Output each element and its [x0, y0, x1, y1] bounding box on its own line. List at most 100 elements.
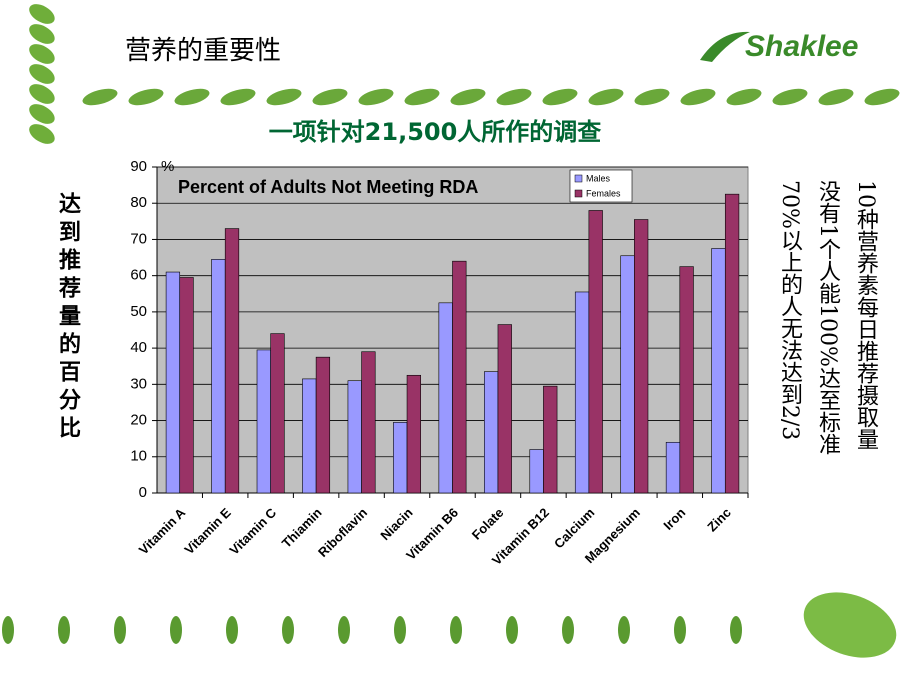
- side-note-line: 70%以上的人无法达到2/3: [777, 180, 802, 441]
- leaf: [634, 88, 670, 106]
- bar: [484, 371, 499, 494]
- leaf: [404, 88, 440, 106]
- leaf: [58, 616, 70, 644]
- leaf: [803, 592, 897, 658]
- bar: [302, 378, 317, 494]
- leaf: [29, 24, 55, 44]
- leaf: [358, 88, 394, 106]
- leaf: [114, 616, 126, 644]
- side-note-line: 10种营养素每日推荐摄取量: [853, 180, 878, 450]
- leaf: [266, 88, 302, 106]
- y-axis-note: 达到推荐量的百分比: [55, 192, 81, 444]
- x-tick-label: Folate: [469, 505, 507, 543]
- leaf: [588, 88, 624, 106]
- leaf: [496, 88, 532, 106]
- bar: [665, 441, 681, 494]
- bar: [224, 228, 240, 494]
- bar: [270, 333, 285, 494]
- legend-swatch: [574, 189, 583, 198]
- bar: [406, 374, 421, 494]
- bar: [165, 271, 181, 494]
- leaf: [394, 616, 406, 644]
- logo-leaf: [700, 31, 750, 62]
- leaf: [680, 88, 716, 106]
- bar: [724, 193, 740, 494]
- bar: [361, 351, 376, 494]
- bar: [452, 260, 467, 494]
- x-tick-label: Vitamin C: [226, 505, 279, 558]
- y-tick-label: 40: [130, 339, 147, 356]
- x-tick-label: Thiamin: [279, 505, 325, 551]
- leaf: [450, 88, 486, 106]
- bar: [315, 356, 331, 494]
- x-tick-label: Riboflavin: [315, 505, 370, 560]
- bar: [543, 385, 558, 494]
- leaf: [864, 88, 900, 106]
- bar: [679, 266, 694, 494]
- bar: [574, 291, 590, 494]
- leaf: [338, 616, 350, 644]
- bar: [393, 422, 408, 494]
- leaf: [282, 616, 294, 644]
- leaf: [29, 4, 55, 24]
- leaf: [2, 616, 14, 644]
- bar: [529, 449, 544, 494]
- y-tick-label: 70: [130, 230, 147, 247]
- leaf: [726, 88, 762, 106]
- slide-title: 营养的重要性: [125, 36, 281, 66]
- y-tick-label: 60: [130, 267, 147, 284]
- x-tick-label: Iron: [660, 505, 688, 533]
- leaf: [29, 84, 55, 104]
- leaf: [128, 88, 164, 106]
- bar: [211, 259, 226, 494]
- y-tick-label: 50: [130, 303, 147, 320]
- y-tick-label: 20: [130, 412, 147, 429]
- x-tick-label: Vitamin A: [136, 505, 189, 558]
- y-unit: %: [161, 158, 174, 175]
- subtitle: 一项针对21,500人所作的调查: [269, 118, 602, 146]
- legend-label: Females: [586, 188, 621, 198]
- side-note: 10种营养素每日推荐摄取量 没有1个人能100%达至标准 70%以上的人无法达到2/…: [770, 180, 884, 455]
- logo-text: Shaklee: [745, 30, 858, 63]
- bar: [438, 302, 453, 494]
- y-tick-label: 30: [130, 375, 147, 392]
- leaf: [562, 616, 574, 644]
- logo: Shaklee: [700, 30, 858, 63]
- y-tick-label: 0: [139, 484, 147, 501]
- bar: [711, 248, 726, 494]
- leaf: [29, 124, 55, 144]
- leaf: [450, 616, 462, 644]
- bar: [620, 255, 635, 494]
- y-tick-label: 80: [130, 194, 147, 211]
- x-tick-label: Zinc: [704, 505, 734, 535]
- leaf: [220, 88, 256, 106]
- bar: [347, 380, 362, 494]
- y-tick-label: 10: [130, 448, 147, 465]
- leaf: [542, 88, 578, 106]
- x-tick-label: Vitamin E: [181, 505, 234, 558]
- leaf: [226, 616, 238, 644]
- leaf: [772, 88, 808, 106]
- bar: [256, 349, 271, 494]
- x-tick-label: Calcium: [551, 505, 597, 551]
- legend-label: Males: [586, 173, 611, 183]
- decoration: [2, 4, 900, 658]
- leaf: [506, 616, 518, 644]
- bar: [588, 210, 603, 494]
- leaf: [730, 616, 742, 644]
- side-note-line: 没有1个人能100%达至标准: [815, 180, 840, 455]
- x-tick-label: Niacin: [377, 505, 415, 543]
- leaf: [29, 64, 55, 84]
- leaf: [618, 616, 630, 644]
- leaf: [674, 616, 686, 644]
- legend-swatch: [574, 174, 583, 183]
- leaf: [29, 104, 55, 124]
- y-tick-label: 90: [130, 158, 147, 175]
- bar: [179, 277, 194, 494]
- bar: [634, 219, 649, 494]
- chart-title: Percent of Adults Not Meeting RDA: [178, 177, 478, 197]
- leaf: [174, 88, 210, 106]
- bar: [497, 324, 512, 494]
